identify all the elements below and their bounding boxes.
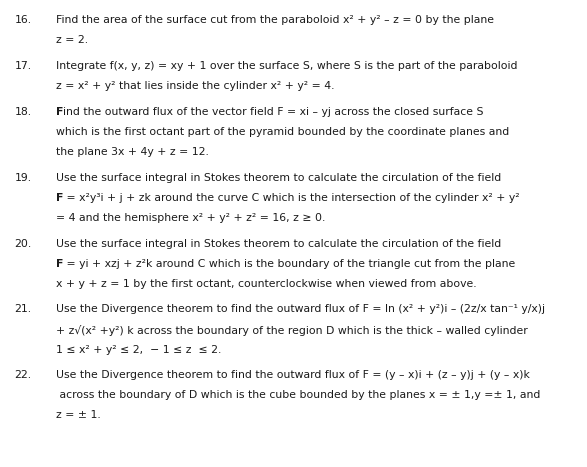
Text: z = ± 1.: z = ± 1. [56,410,100,420]
Text: F: F [56,259,63,269]
Text: = 4 and the hemisphere x² + y² + z² = 16, z ≥ 0.: = 4 and the hemisphere x² + y² + z² = 16… [56,213,325,223]
Text: z = 2.: z = 2. [56,35,88,45]
Text: Use the surface integral in Stokes theorem to calculate the circulation of the f: Use the surface integral in Stokes theor… [56,239,501,248]
Text: Use the surface integral in Stokes theorem to calculate the circulation of the f: Use the surface integral in Stokes theor… [56,173,501,183]
Text: F: F [56,107,63,117]
Text: 1 ≤ x² + y² ≤ 2,  − 1 ≤ z  ≤ 2.: 1 ≤ x² + y² ≤ 2, − 1 ≤ z ≤ 2. [56,345,221,354]
Text: Integrate f(x, y, z) = xy + 1 over the surface S, where S is the part of the par: Integrate f(x, y, z) = xy + 1 over the s… [56,61,517,71]
Text: z = x² + y² that lies inside the cylinder x² + y² = 4.: z = x² + y² that lies inside the cylinde… [56,81,334,91]
Text: = yi + xzj + z²k around C which is the boundary of the triangle cut from the pla: = yi + xzj + z²k around C which is the b… [63,259,515,269]
Text: the plane 3x + 4y + z = 12.: the plane 3x + 4y + z = 12. [56,147,208,157]
Text: 19.: 19. [15,173,32,183]
Text: Use the Divergence theorem to find the outward flux of F = (y – x)i + (z – y)j +: Use the Divergence theorem to find the o… [56,370,529,380]
Text: ind the outward flux of the vector field F = xi – yj across the closed surface S: ind the outward flux of the vector field… [63,107,483,117]
Text: Find the area of the surface cut from the paraboloid x² + y² – z = 0 by the plan: Find the area of the surface cut from th… [56,15,494,25]
Text: 17.: 17. [15,61,32,71]
Text: across the boundary of D which is the cube bounded by the planes x = ± 1,y =± 1,: across the boundary of D which is the cu… [56,390,540,400]
Text: 21.: 21. [15,304,32,314]
Text: x + y + z = 1 by the first octant, counterclockwise when viewed from above.: x + y + z = 1 by the first octant, count… [56,279,477,289]
Text: 20.: 20. [15,239,32,248]
Text: 22.: 22. [15,370,32,380]
Text: + z√(x² +y²) k across the boundary of the region D which is the thick – walled c: + z√(x² +y²) k across the boundary of th… [56,325,528,336]
Text: F: F [56,193,63,203]
Text: 16.: 16. [15,15,32,25]
Text: = x²y³i + j + zk around the curve C which is the intersection of the cylinder x²: = x²y³i + j + zk around the curve C whic… [63,193,519,203]
Text: 18.: 18. [15,107,32,117]
Text: which is the first octant part of the pyramid bounded by the coordinate planes a: which is the first octant part of the py… [56,127,509,137]
Text: Use the Divergence theorem to find the outward flux of F = ln (x² + y²)i – (2z/x: Use the Divergence theorem to find the o… [56,304,545,314]
